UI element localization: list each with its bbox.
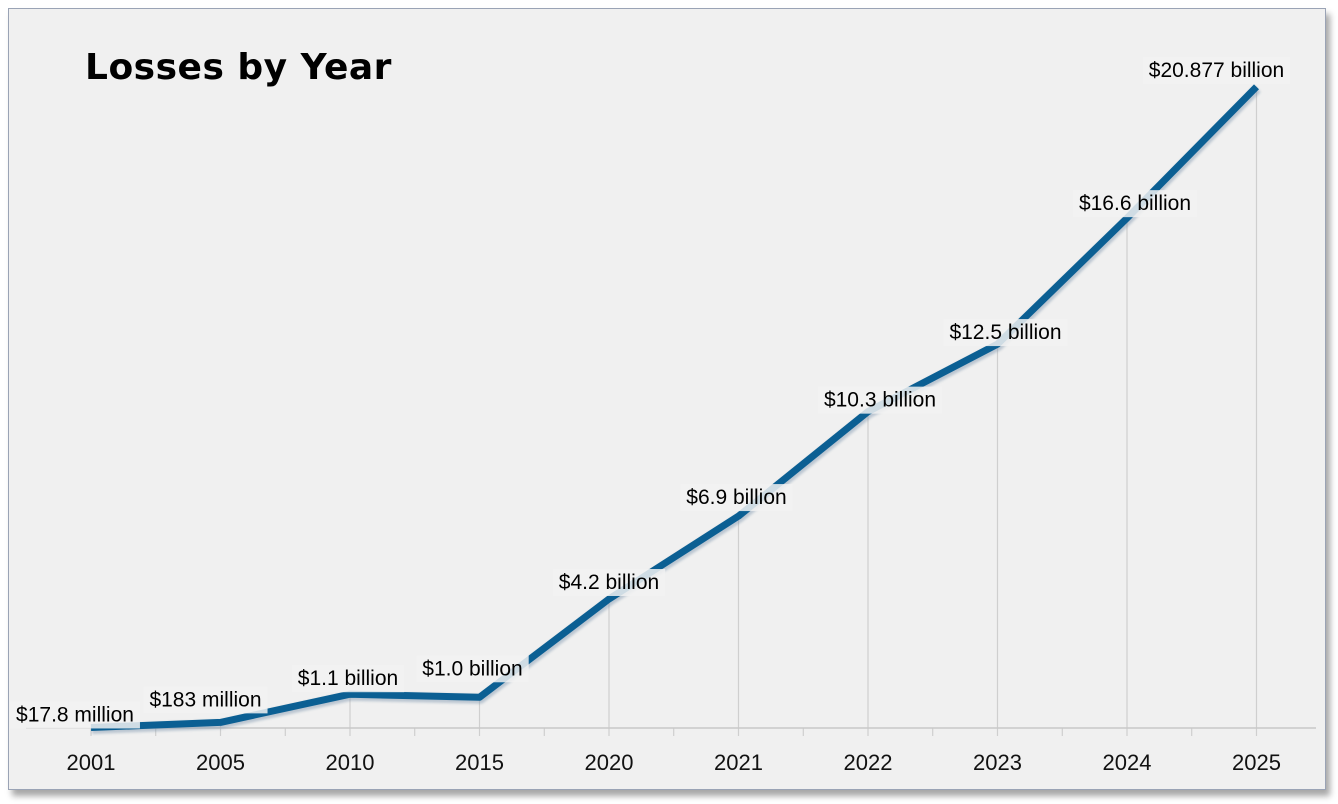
data-label-background (817, 386, 943, 414)
data-label-background (943, 319, 1068, 347)
x-tick-label: 2001 (67, 750, 116, 775)
chart-frame: Losses by Year (8, 8, 1326, 790)
chart-title: Losses by Year (85, 47, 392, 88)
x-tick-label: 2010 (326, 750, 375, 775)
x-tick-label: 2024 (1103, 750, 1152, 775)
data-label: $10.3 billion (824, 389, 936, 412)
data-label: $1.1 billion (298, 667, 398, 690)
data-label: $20.877 billion (1149, 59, 1284, 82)
x-tick-label: 2005 (196, 750, 245, 775)
data-label: $1.0 billion (422, 657, 522, 680)
x-tick-label: 2022 (844, 750, 893, 775)
data-label-background (552, 569, 666, 596)
data-label-background (1072, 190, 1198, 218)
x-tick-label: 2020 (585, 750, 634, 775)
x-tick-label: 2021 (714, 750, 763, 775)
data-label: $4.2 billion (559, 571, 659, 594)
data-label: $17.8 million (16, 703, 134, 726)
data-label-background (416, 655, 529, 683)
data-label-background (680, 484, 793, 512)
series-line-shadow (91, 85, 1261, 734)
data-label-background (10, 701, 140, 729)
data-label-background (143, 686, 268, 714)
data-label: $183 million (149, 688, 261, 711)
x-tick-label: 2023 (973, 750, 1022, 775)
data-label-background (291, 665, 405, 693)
data-label-background (1142, 56, 1291, 84)
data-label: $12.5 billion (949, 321, 1061, 344)
data-label: $6.9 billion (686, 486, 786, 509)
data-label: $16.6 billion (1079, 192, 1191, 215)
x-tick-label: 2015 (455, 750, 504, 775)
series-line (90, 84, 1259, 731)
x-tick-label: 2025 (1232, 750, 1281, 775)
